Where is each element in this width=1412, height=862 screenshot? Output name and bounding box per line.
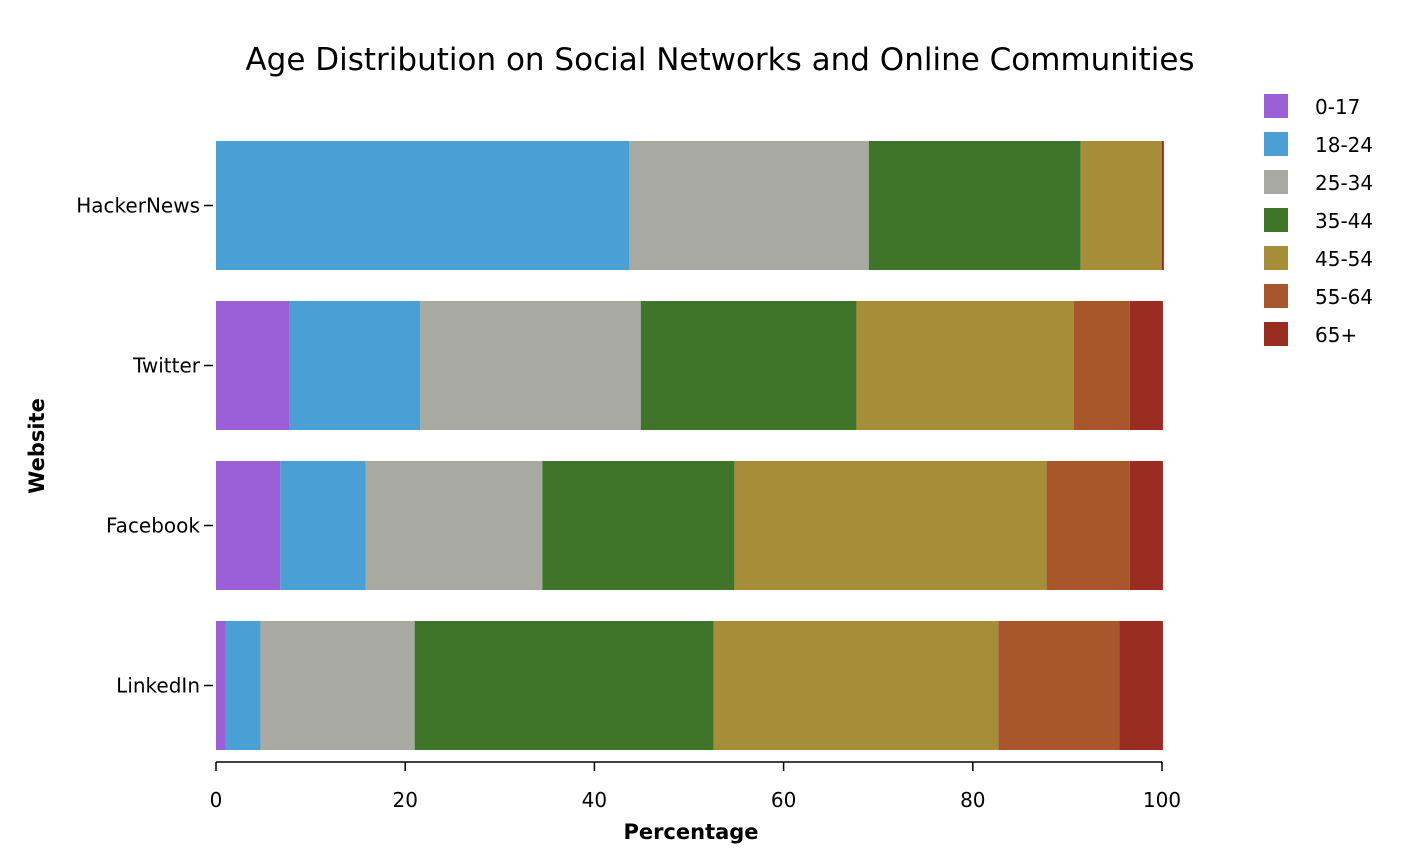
legend-swatch-25-34 <box>1264 170 1288 194</box>
bar-linkedin-25-34 <box>260 621 415 750</box>
x-axis-title: Percentage <box>623 820 758 844</box>
y-axis-title: Website <box>25 398 49 494</box>
bar-facebook-45-54 <box>734 461 1047 590</box>
y-tick-label-hackernews: HackerNews <box>76 194 200 218</box>
x-tick-label-60: 60 <box>771 788 796 812</box>
bar-twitter-25-34 <box>420 301 641 430</box>
bar-twitter-55-64 <box>1074 301 1130 430</box>
legend-label-25-34: 25-34 <box>1315 171 1373 195</box>
bar-linkedin-55-64 <box>998 621 1120 750</box>
bar-facebook-18-24 <box>280 461 366 590</box>
chart-title: Age Distribution on Social Networks and … <box>245 42 1194 78</box>
legend-swatch-0-17 <box>1264 94 1288 118</box>
bar-linkedin-35-44 <box>414 621 714 750</box>
legend-swatch-55-64 <box>1264 284 1288 308</box>
bar-twitter-35-44 <box>640 301 857 430</box>
legend-swatch-35-44 <box>1264 208 1288 232</box>
x-tick-label-0: 0 <box>210 788 223 812</box>
legend-swatch-65 <box>1264 322 1288 346</box>
bars-layer <box>216 141 1164 750</box>
y-tick-label-linkedin: LinkedIn <box>116 674 200 698</box>
legend-label-18-24: 18-24 <box>1315 133 1373 157</box>
bar-hackernews-18-24 <box>216 141 630 270</box>
bar-hackernews-25-34 <box>629 141 869 270</box>
legend-label-55-64: 55-64 <box>1315 285 1373 309</box>
bar-twitter-45-54 <box>856 301 1075 430</box>
legend-label-65: 65+ <box>1315 323 1357 347</box>
bar-linkedin-18-24 <box>225 621 261 750</box>
bar-facebook-0-17 <box>216 461 281 590</box>
bar-linkedin-45-54 <box>713 621 999 750</box>
bar-facebook-55-64 <box>1046 461 1130 590</box>
legend-label-35-44: 35-44 <box>1315 209 1373 233</box>
legend-swatch-18-24 <box>1264 132 1288 156</box>
y-tick-label-facebook: Facebook <box>106 514 200 538</box>
legend-swatch-45-54 <box>1264 246 1288 270</box>
bar-hackernews-65 <box>1162 141 1164 270</box>
y-tick-label-twitter: Twitter <box>132 354 201 378</box>
y-axis: HackerNews Twitter Facebook LinkedIn <box>76 194 213 698</box>
bar-facebook-35-44 <box>542 461 735 590</box>
x-tick-label-80: 80 <box>960 788 985 812</box>
x-tick-label-20: 20 <box>392 788 417 812</box>
bar-facebook-65 <box>1129 461 1163 590</box>
bar-twitter-18-24 <box>289 301 421 430</box>
bar-hackernews-45-54 <box>1080 141 1162 270</box>
bar-linkedin-65 <box>1119 621 1163 750</box>
legend-label-0-17: 0-17 <box>1315 95 1360 119</box>
x-tick-label-100: 100 <box>1143 788 1181 812</box>
bar-linkedin-0-17 <box>216 621 226 750</box>
x-tick-label-40: 40 <box>582 788 607 812</box>
x-axis: 0 20 40 60 80 100 <box>210 761 1181 812</box>
bar-twitter-0-17 <box>216 301 290 430</box>
legend: 0-17 18-24 25-34 35-44 45-54 55-64 65+ <box>1264 94 1373 347</box>
legend-label-45-54: 45-54 <box>1315 247 1373 271</box>
bar-facebook-25-34 <box>365 461 543 590</box>
bar-hackernews-35-44 <box>868 141 1081 270</box>
bar-twitter-65 <box>1129 301 1163 430</box>
